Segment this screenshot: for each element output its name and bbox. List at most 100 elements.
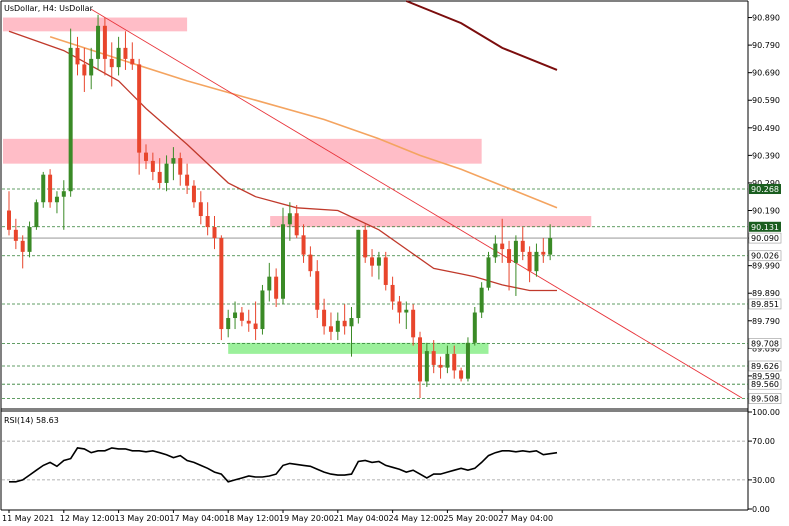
price-tick-label: 90.490 xyxy=(752,124,780,133)
candle-bear xyxy=(328,326,333,332)
level-label: 89.560 xyxy=(751,380,779,389)
candle-bull xyxy=(513,240,518,263)
price-tick-label: 90.290 xyxy=(752,179,780,188)
rsi-tick-label: 100.00 xyxy=(752,408,780,417)
candle-bear xyxy=(527,251,532,272)
price-tick-label: 89.590 xyxy=(752,372,780,381)
time-tick-label: 17 May 04:00 xyxy=(169,514,224,523)
resistance-zone xyxy=(3,138,482,164)
candle-bear xyxy=(239,312,244,321)
time-tick-label: 24 May 12:00 xyxy=(389,514,444,523)
price-axis: 90.890 90.790 90.690 90.590 90.490 90.390 90.2… xyxy=(748,14,782,404)
price-tick-label: 89.890 xyxy=(752,289,780,298)
candle-bear xyxy=(541,251,546,255)
price-tick-label: 89.990 xyxy=(752,262,780,271)
level-label: 90.026 xyxy=(751,252,779,261)
candle-bear xyxy=(370,257,375,266)
candle-bull xyxy=(34,202,39,228)
candle-bear xyxy=(397,301,402,313)
candle-bear xyxy=(137,64,142,153)
candle-bull xyxy=(356,229,361,319)
candle-bear xyxy=(205,216,210,228)
candle-bull xyxy=(226,318,231,330)
candle-bull xyxy=(287,213,292,225)
resistance-zone xyxy=(3,17,188,32)
level-label: 89.708 xyxy=(751,339,779,348)
candle-bear xyxy=(431,351,436,365)
chart-title: UsDollar, H4: UsDollar xyxy=(4,4,94,13)
moving-averages-layer xyxy=(8,0,558,292)
candle-bull xyxy=(260,290,265,330)
candle-bear xyxy=(150,160,155,172)
candle-bear xyxy=(418,337,422,382)
candle-bear xyxy=(308,254,313,272)
candle-bear xyxy=(459,370,464,379)
candle-bull xyxy=(376,257,381,266)
candle-bear xyxy=(438,364,443,368)
candle-bull xyxy=(445,353,450,368)
time-tick-label: 18 May 12:00 xyxy=(224,514,279,523)
level-label: 89.851 xyxy=(751,300,779,309)
level-label-box xyxy=(748,393,782,404)
candle-bear xyxy=(123,47,128,59)
candle-bull xyxy=(61,191,66,197)
candle-bull xyxy=(116,47,121,68)
candle-bull xyxy=(41,174,46,203)
zones-layer xyxy=(3,17,592,354)
time-tick-label: 12 May 12:00 xyxy=(60,514,115,523)
candle-bear xyxy=(7,210,11,230)
candle-bull xyxy=(479,287,484,313)
sma-fast-line xyxy=(8,30,557,292)
candle-bull xyxy=(233,312,238,319)
level-label: 89.626 xyxy=(751,362,779,371)
candle-bull xyxy=(281,224,285,299)
candle-bear xyxy=(212,227,217,239)
candle-bull xyxy=(27,227,32,252)
candle-bull xyxy=(89,58,94,76)
level-label-box xyxy=(748,250,782,262)
candle-bear xyxy=(109,58,114,68)
level-label-box xyxy=(748,338,782,349)
candle-bear xyxy=(130,58,135,65)
time-axis: 11 May 2021 12 May 12:00 13 May 20:00 17 Ma… xyxy=(2,510,553,523)
time-tick-label: 21 May 04:00 xyxy=(334,514,389,523)
price-tick-label: 90.890 xyxy=(752,14,780,23)
level-label-box xyxy=(748,298,782,310)
candle-bear xyxy=(48,174,53,203)
level-label-box xyxy=(748,378,782,390)
candle-bear xyxy=(20,240,25,252)
rsi-tick-label: 0.00 xyxy=(752,505,770,514)
candle-bull xyxy=(424,351,429,382)
time-tick-label: 13 May 20:00 xyxy=(115,514,170,523)
candle-bear xyxy=(342,320,347,327)
level-label-box xyxy=(748,232,782,244)
candle-bull xyxy=(486,257,491,288)
candle-bear xyxy=(274,276,279,299)
candle-bear xyxy=(253,323,258,330)
candle-bear xyxy=(390,284,395,302)
candle-bear xyxy=(157,171,162,183)
candle-bull xyxy=(54,196,59,203)
trendline-layer xyxy=(90,8,743,399)
candle-bull xyxy=(335,320,340,332)
level-label: 90.268 xyxy=(751,185,779,194)
time-tick-label: 11 May 2021 xyxy=(2,514,54,523)
candle-bear xyxy=(301,235,306,255)
candle-bear xyxy=(144,152,148,161)
candle-bear xyxy=(322,309,327,327)
rsi-tick-label: 70.00 xyxy=(752,437,775,446)
candle-bear xyxy=(185,174,190,186)
candle-bear xyxy=(383,257,388,285)
sma-slow-line xyxy=(405,0,558,71)
candle-bull xyxy=(68,47,73,192)
price-tick-label: 90.590 xyxy=(752,96,780,105)
candle-bull xyxy=(171,158,176,164)
rsi-tick-label: 30.00 xyxy=(752,476,775,485)
candle-bull xyxy=(96,25,101,59)
price-tick-label: 90.190 xyxy=(752,207,780,216)
candle-bear xyxy=(102,25,107,59)
candle-bear xyxy=(13,229,18,241)
price-tick-label: 90.390 xyxy=(752,151,780,160)
